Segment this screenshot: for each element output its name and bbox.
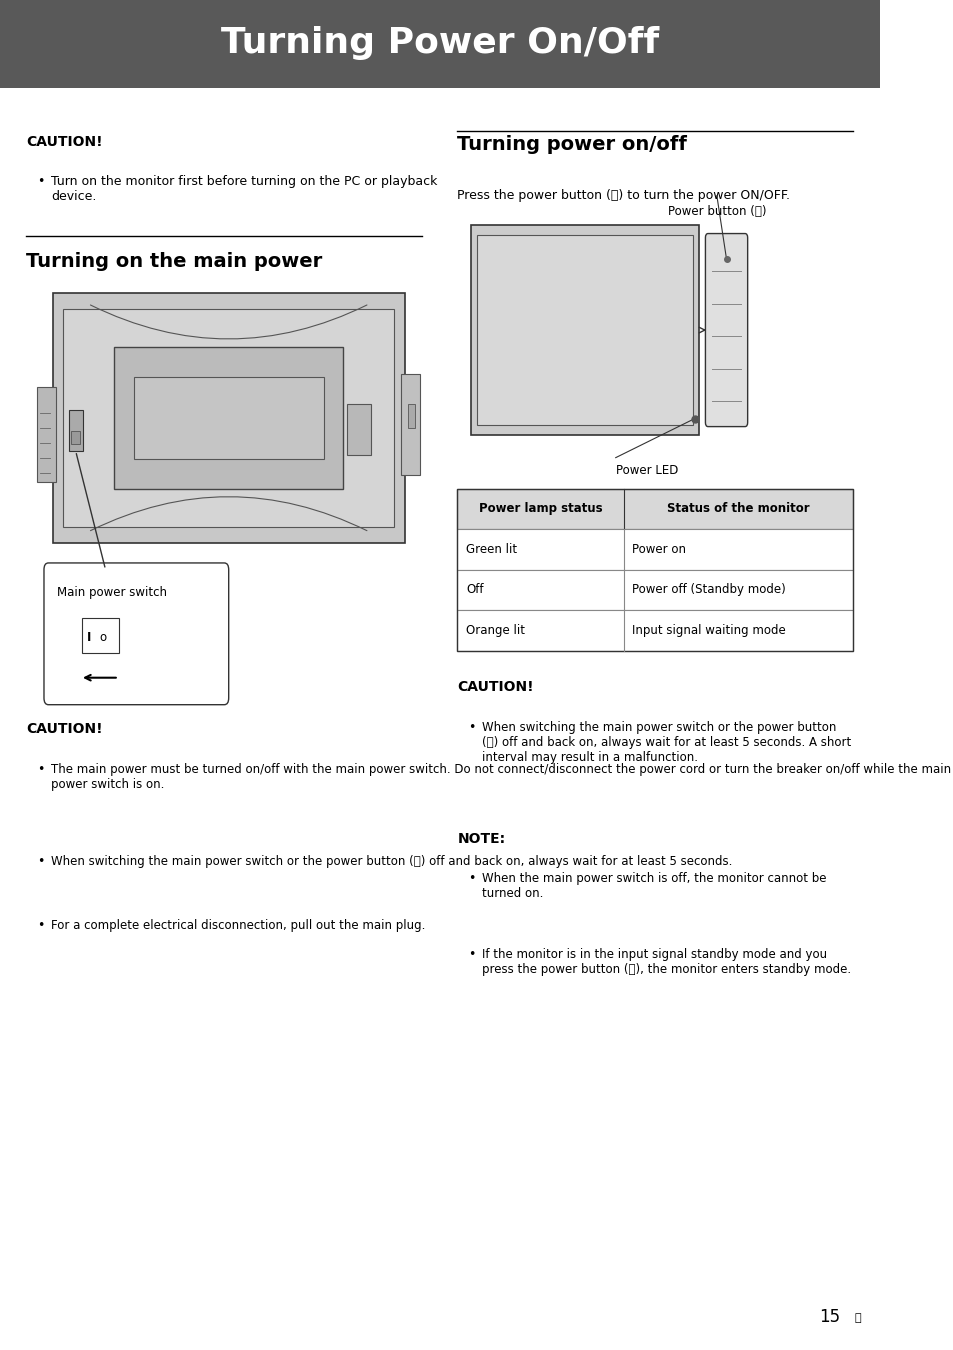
Bar <box>408 404 415 428</box>
Bar <box>456 570 852 610</box>
Text: Power button (⏻): Power button (⏻) <box>667 205 765 219</box>
Text: Orange lit: Orange lit <box>466 624 525 637</box>
Bar <box>456 489 852 529</box>
Text: •: • <box>468 721 475 734</box>
Text: For a complete electrical disconnection, pull out the main plug.: For a complete electrical disconnection,… <box>51 919 425 933</box>
Text: Green lit: Green lit <box>466 543 517 556</box>
Text: CAUTION!: CAUTION! <box>27 135 103 148</box>
Bar <box>0 0 879 88</box>
Text: o: o <box>99 630 107 644</box>
Bar <box>346 404 371 455</box>
Text: Press the power button (⏻) to turn the power ON/OFF.: Press the power button (⏻) to turn the p… <box>456 189 789 202</box>
Bar <box>456 489 852 529</box>
Bar <box>114 347 343 489</box>
Bar <box>63 309 394 526</box>
Text: Power lamp status: Power lamp status <box>478 502 601 516</box>
Text: Power on: Power on <box>632 543 686 556</box>
FancyBboxPatch shape <box>44 563 229 705</box>
Bar <box>456 610 852 651</box>
Bar <box>133 377 323 459</box>
Bar <box>476 235 693 425</box>
Bar <box>82 618 118 653</box>
Text: CAUTION!: CAUTION! <box>27 722 103 736</box>
Text: When switching the main power switch or the power button
(⏻) off and back on, al: When switching the main power switch or … <box>481 721 850 764</box>
Text: •: • <box>468 872 475 886</box>
Text: Power LED: Power LED <box>615 464 678 478</box>
Text: When the main power switch is off, the monitor cannot be
turned on.: When the main power switch is off, the m… <box>481 872 825 900</box>
Text: Ⓔ: Ⓔ <box>853 1314 860 1323</box>
Text: When switching the main power switch or the power button (⏻) off and back on, al: When switching the main power switch or … <box>51 855 732 868</box>
Text: If the monitor is in the input signal standby mode and you
press the power butto: If the monitor is in the input signal st… <box>481 948 850 976</box>
Text: 15: 15 <box>818 1308 840 1326</box>
Bar <box>456 529 852 570</box>
Bar <box>37 387 56 482</box>
Bar <box>470 225 699 435</box>
Text: •: • <box>37 763 44 776</box>
Text: The main power must be turned on/off with the main power switch. Do not connect/: The main power must be turned on/off wit… <box>51 763 950 791</box>
Text: Main power switch: Main power switch <box>57 586 167 599</box>
Text: Turn on the monitor first before turning on the PC or playback
device.: Turn on the monitor first before turning… <box>51 176 436 204</box>
Bar <box>400 374 420 475</box>
Text: •: • <box>468 948 475 961</box>
Bar <box>456 489 852 651</box>
Text: Power off (Standby mode): Power off (Standby mode) <box>632 583 785 597</box>
Text: Status of the monitor: Status of the monitor <box>666 502 809 516</box>
Text: Turning power on/off: Turning power on/off <box>456 135 686 154</box>
Text: Off: Off <box>466 583 483 597</box>
FancyBboxPatch shape <box>704 234 747 427</box>
Text: Turning on the main power: Turning on the main power <box>27 252 322 271</box>
Text: •: • <box>37 919 44 933</box>
Bar <box>71 431 80 444</box>
Text: NOTE:: NOTE: <box>456 832 505 845</box>
Bar <box>69 410 83 451</box>
Text: I: I <box>87 630 91 644</box>
Bar <box>52 293 404 543</box>
Text: Turning Power On/Off: Turning Power On/Off <box>220 26 659 61</box>
Text: CAUTION!: CAUTION! <box>456 680 534 694</box>
Text: •: • <box>37 176 44 189</box>
Text: Input signal waiting mode: Input signal waiting mode <box>632 624 785 637</box>
Text: •: • <box>37 855 44 868</box>
